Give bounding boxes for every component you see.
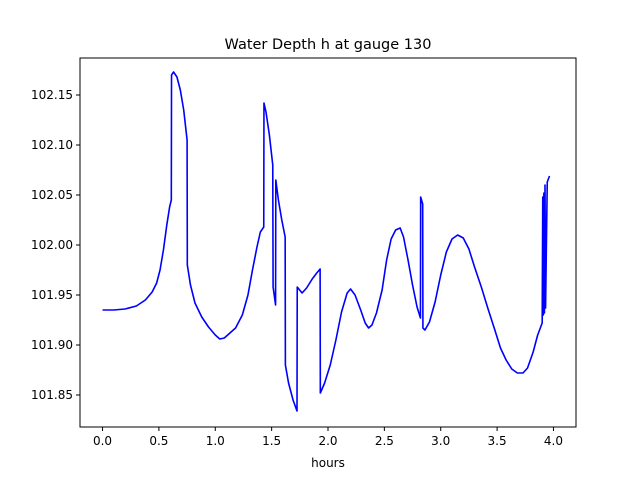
y-tick-label: 102.05 <box>31 188 73 202</box>
x-tick-label: 0.0 <box>93 434 112 448</box>
x-tick-label: 2.5 <box>375 434 394 448</box>
y-tick-label: 101.90 <box>31 338 73 352</box>
x-tick-label: 0.5 <box>149 434 168 448</box>
y-tick-label: 102.10 <box>31 138 73 152</box>
y-tick-label: 101.95 <box>31 288 73 302</box>
x-tick-label: 3.5 <box>488 434 507 448</box>
y-tick-label: 102.00 <box>31 238 73 252</box>
x-axis: 0.0 0.5 1.0 1.5 2.0 2.5 3.0 3.5 4.0 <box>93 427 563 448</box>
x-axis-label: hours <box>311 456 345 470</box>
chart-title: Water Depth h at gauge 130 <box>225 37 432 53</box>
y-tick-label: 102.15 <box>31 88 73 102</box>
x-tick-label: 2.0 <box>318 434 337 448</box>
y-axis: 101.85 101.90 101.95 102.00 102.05 102.10 102.… <box>31 88 80 402</box>
plot-layer <box>102 71 551 412</box>
series-line-0 <box>102 71 551 412</box>
x-tick-label: 4.0 <box>544 434 563 448</box>
x-tick-label: 1.5 <box>262 434 281 448</box>
x-tick-label: 1.0 <box>206 434 225 448</box>
y-tick-label: 101.85 <box>31 388 73 402</box>
x-tick-label: 3.0 <box>431 434 450 448</box>
